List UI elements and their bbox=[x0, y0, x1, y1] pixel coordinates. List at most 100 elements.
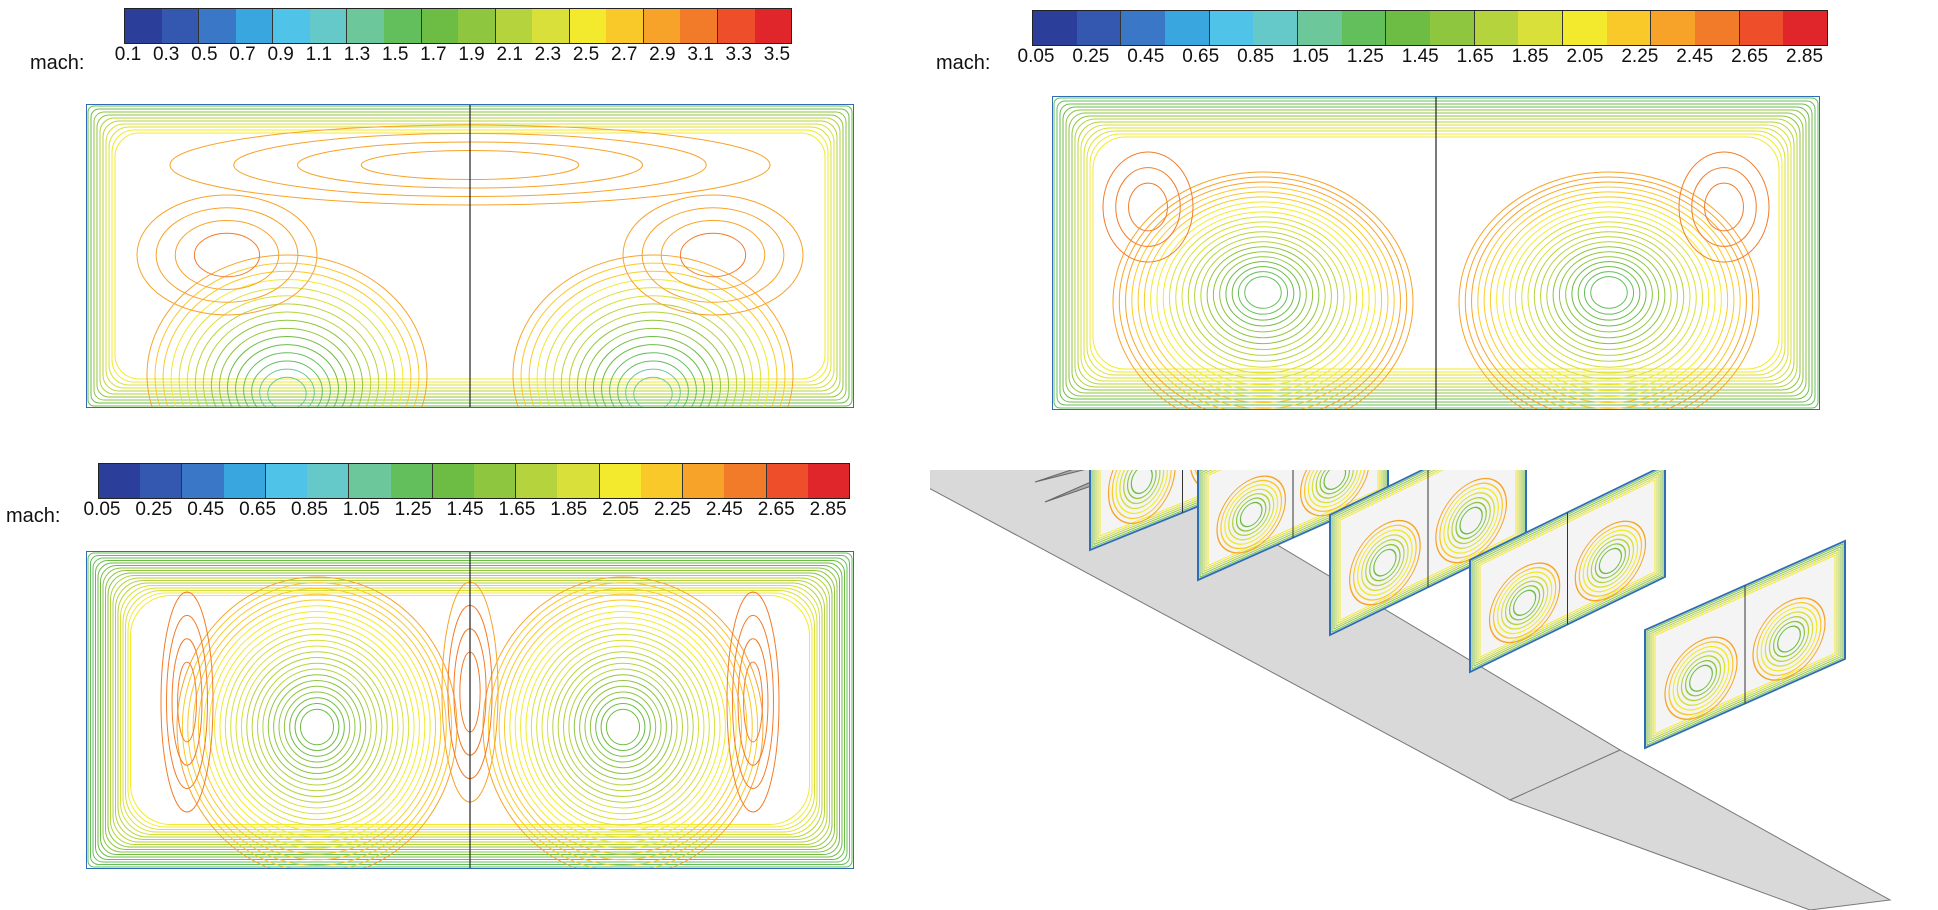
colorbar-segment bbox=[349, 464, 391, 498]
colorbar-tick-label: 1.85 bbox=[1511, 46, 1549, 67]
vortex-contour bbox=[1143, 196, 1383, 404]
lobe-contour bbox=[622, 194, 804, 316]
vortex-contour bbox=[1521, 221, 1697, 374]
vortex-contour bbox=[1181, 226, 1345, 368]
vortex-contour bbox=[509, 605, 737, 849]
vortex-contour bbox=[1477, 186, 1741, 409]
floor-plane bbox=[1508, 749, 1892, 910]
colorbar-segment bbox=[1563, 11, 1607, 45]
lobe-contour bbox=[1115, 167, 1181, 247]
vortex-contour bbox=[235, 639, 399, 815]
lobe-contour bbox=[1704, 182, 1744, 232]
perspective-view bbox=[930, 470, 1938, 910]
lobe-contour bbox=[732, 614, 774, 790]
vortex-contour bbox=[503, 599, 743, 855]
lobe-contour bbox=[1691, 167, 1757, 247]
vortex-contour bbox=[512, 254, 794, 407]
colorbar-segment bbox=[1430, 11, 1475, 45]
colorbar-tick-label: 0.3 bbox=[152, 44, 180, 65]
colorbar-segment bbox=[1298, 11, 1342, 45]
colorbar-segment bbox=[1033, 11, 1077, 45]
colorbar-tick-label: 1.05 bbox=[1291, 46, 1329, 67]
vortex-contour bbox=[493, 588, 753, 866]
vortex-contour bbox=[536, 278, 770, 407]
vortex-contour bbox=[262, 668, 372, 786]
vortex-contour bbox=[1237, 271, 1289, 315]
vortex-contour bbox=[595, 697, 651, 757]
vortex-contour bbox=[546, 645, 700, 809]
vortex-contour bbox=[227, 336, 347, 407]
colorbar-tick-label: 0.25 bbox=[1072, 46, 1110, 67]
colorbar-segment bbox=[569, 9, 607, 43]
colorbar-segment bbox=[1606, 11, 1652, 45]
colorbar-segment bbox=[516, 464, 558, 498]
vortex-contour bbox=[210, 319, 364, 407]
vortex-contour bbox=[243, 352, 331, 407]
lobe-contour bbox=[1128, 182, 1168, 232]
colorbar-tick-label: 0.85 bbox=[1237, 46, 1275, 67]
vortex-contour bbox=[203, 605, 431, 849]
vortex-contour bbox=[528, 270, 778, 407]
colorbar-segment bbox=[458, 9, 496, 43]
vortex-contour bbox=[1527, 226, 1691, 368]
colorbar-tick-label: 2.85 bbox=[809, 499, 847, 520]
vortex-contour bbox=[1483, 191, 1735, 409]
lobe-contour bbox=[177, 661, 197, 743]
vortex-contour bbox=[257, 662, 377, 792]
vortex-contour bbox=[601, 344, 705, 407]
colorbar-segment bbox=[1121, 11, 1166, 45]
vortex-contour bbox=[1175, 221, 1351, 374]
contour-plot-top-right bbox=[1052, 96, 1820, 410]
vortex-contour bbox=[1187, 231, 1339, 362]
colorbar-segment bbox=[223, 464, 266, 498]
vortex-contour bbox=[530, 628, 716, 826]
colorbar-segment bbox=[1518, 11, 1564, 45]
vortex-contour bbox=[1231, 266, 1295, 321]
vortex-contour bbox=[1162, 211, 1364, 386]
colorbar-tick-label: 0.9 bbox=[267, 44, 294, 65]
vortex-contour bbox=[1514, 216, 1704, 380]
vortex-contour bbox=[1112, 171, 1414, 409]
vortex-contour bbox=[576, 319, 730, 407]
colorbar-tick-label: 1.7 bbox=[420, 44, 447, 65]
vortex-contour bbox=[1533, 231, 1685, 362]
colorbar-segment bbox=[265, 464, 308, 498]
lobe-contour bbox=[743, 661, 763, 743]
colorbar-segment bbox=[532, 9, 570, 43]
colorbar-tick-label: 0.65 bbox=[239, 499, 277, 520]
colorbar-tick-label: 0.85 bbox=[290, 499, 328, 520]
colorbar-tick-label: 2.65 bbox=[757, 499, 795, 520]
vortex-contour bbox=[181, 582, 453, 868]
colorbar-tick-label: 1.65 bbox=[1456, 46, 1494, 67]
vortex-contour bbox=[579, 680, 667, 774]
vortex-contour bbox=[1546, 241, 1672, 351]
vortex-contour bbox=[1118, 176, 1408, 409]
colorbar-segment bbox=[309, 9, 348, 43]
vortex-contour bbox=[1219, 256, 1307, 333]
colorbar-tick-label: 0.05 bbox=[1017, 46, 1055, 67]
panel-top-left: mach: 0.1 0.3 0.5 0.7 0.9 1.1 1.3 1.5 1.7 1.9 2.1 2… bbox=[0, 0, 860, 420]
lobe-contour bbox=[174, 220, 280, 290]
colorbar-tick-label: 2.05 bbox=[602, 499, 640, 520]
colorbar-segment bbox=[383, 9, 422, 43]
colorbar-tick-label: 2.45 bbox=[1676, 46, 1714, 67]
vortex-contour bbox=[568, 311, 738, 407]
vortex-contour bbox=[1502, 206, 1716, 392]
vortex-contour bbox=[1150, 201, 1376, 398]
vortex-contour bbox=[240, 645, 394, 809]
vortex-contour bbox=[1131, 186, 1395, 409]
vortex-contour bbox=[1125, 181, 1401, 409]
slice-5 bbox=[1644, 539, 1846, 750]
lobe-contour bbox=[136, 194, 318, 316]
lobe-contour bbox=[679, 232, 747, 278]
colorbar-segment bbox=[1386, 11, 1431, 45]
colorbar-tick-label: 0.45 bbox=[187, 499, 225, 520]
lobe-contour bbox=[641, 207, 785, 303]
colorbar-tick-label: 2.5 bbox=[572, 44, 600, 65]
colorbar-tick-label: 1.1 bbox=[305, 44, 333, 65]
vortex-contour bbox=[162, 270, 412, 407]
colorbar-tick-label: 2.05 bbox=[1566, 46, 1604, 67]
colorbar-segment bbox=[99, 464, 141, 498]
colorbar-segment bbox=[235, 9, 274, 43]
colorbar-tick-label: 2.1 bbox=[496, 44, 523, 65]
